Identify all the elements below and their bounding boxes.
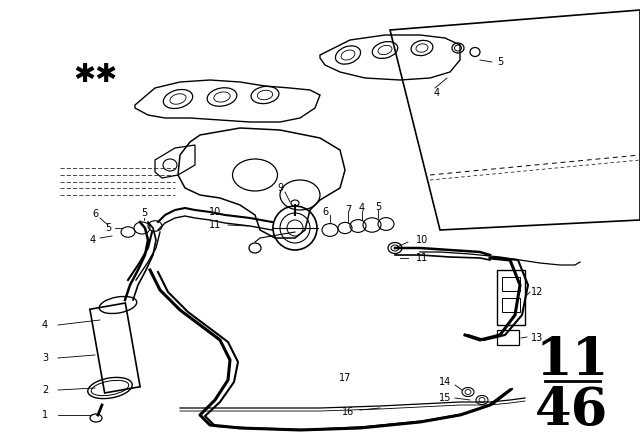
Text: 4: 4 xyxy=(42,320,48,330)
Bar xyxy=(502,298,520,312)
Text: 46: 46 xyxy=(535,384,609,435)
Text: 10: 10 xyxy=(416,235,428,245)
Text: 6: 6 xyxy=(322,207,328,217)
Text: 5: 5 xyxy=(497,57,503,67)
Text: 9: 9 xyxy=(277,183,283,193)
Text: 14: 14 xyxy=(439,377,451,387)
Text: 5: 5 xyxy=(105,223,111,233)
Text: 15: 15 xyxy=(439,393,451,403)
Text: 5: 5 xyxy=(375,202,381,212)
Text: 11: 11 xyxy=(209,220,221,230)
Text: 13: 13 xyxy=(531,333,543,343)
Text: 7: 7 xyxy=(345,205,351,215)
Text: 16: 16 xyxy=(342,407,354,417)
Text: 4: 4 xyxy=(434,88,440,98)
Text: 5: 5 xyxy=(141,208,147,218)
Text: 4: 4 xyxy=(90,235,96,245)
Text: ✱✱: ✱✱ xyxy=(73,62,117,88)
Text: 11: 11 xyxy=(535,335,609,385)
Text: 17: 17 xyxy=(339,373,351,383)
Text: 4: 4 xyxy=(359,203,365,213)
Bar xyxy=(497,330,519,345)
Text: 2: 2 xyxy=(42,385,48,395)
Text: 10: 10 xyxy=(209,207,221,217)
Text: 12: 12 xyxy=(531,287,543,297)
Bar xyxy=(502,277,520,291)
Text: 6: 6 xyxy=(92,209,98,219)
Text: 3: 3 xyxy=(42,353,48,363)
Text: 1: 1 xyxy=(42,410,48,420)
Text: 11: 11 xyxy=(416,253,428,263)
Bar xyxy=(497,270,525,325)
